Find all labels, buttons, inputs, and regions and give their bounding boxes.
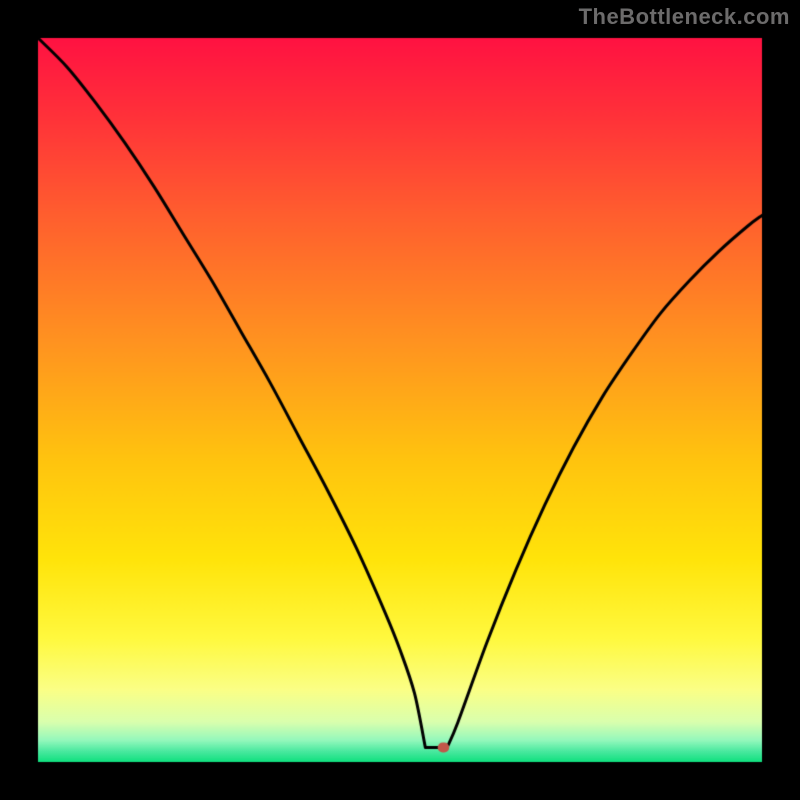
bottleneck-curve-canvas [0, 0, 800, 800]
chart-stage: TheBottleneck.com [0, 0, 800, 800]
